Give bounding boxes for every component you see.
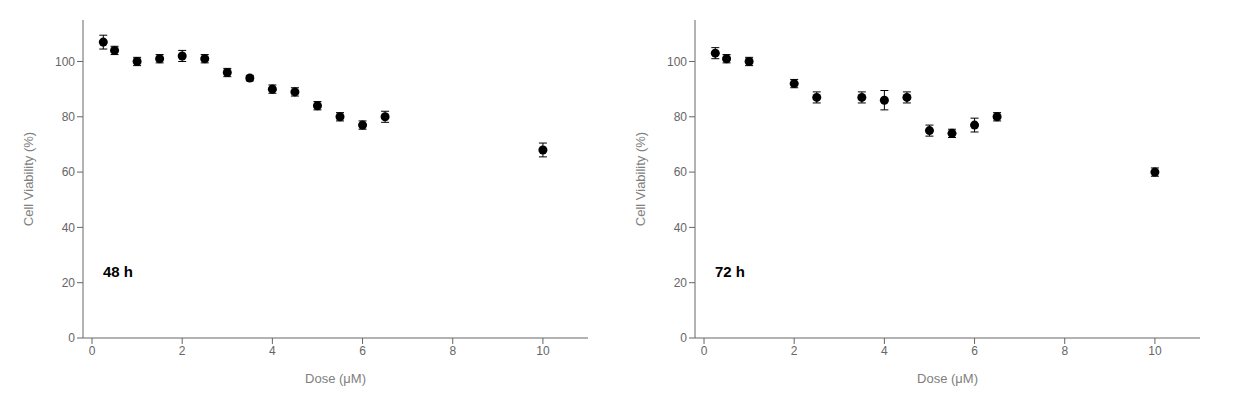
svg-text:6: 6 (359, 344, 366, 358)
svg-text:Dose (μM): Dose (μM) (917, 371, 978, 386)
svg-text:20: 20 (674, 276, 688, 290)
svg-text:8: 8 (449, 344, 456, 358)
svg-text:2: 2 (791, 344, 798, 358)
svg-text:100: 100 (667, 55, 687, 69)
svg-text:0: 0 (89, 344, 96, 358)
svg-text:Dose (μM): Dose (μM) (305, 371, 366, 386)
html-text:72 h: 72 h (715, 263, 745, 280)
svg-text:80: 80 (674, 110, 688, 124)
svg-text:4: 4 (881, 344, 888, 358)
svg-text:40: 40 (62, 221, 76, 235)
svg-text:6: 6 (971, 344, 978, 358)
svg-text:0: 0 (680, 331, 687, 345)
svg-text:Cell Viability (%): Cell Viability (%) (633, 132, 648, 226)
svg-text:60: 60 (674, 165, 688, 179)
html-text:48 h: 48 h (103, 263, 133, 280)
svg-text:20: 20 (62, 276, 76, 290)
svg-text:10: 10 (1148, 344, 1162, 358)
svg-text:4: 4 (269, 344, 276, 358)
svg-text:0: 0 (68, 331, 75, 345)
svg-text:Cell Viability (%): Cell Viability (%) (21, 132, 36, 226)
svg-text:10: 10 (536, 344, 550, 358)
svg-text:8: 8 (1061, 344, 1068, 358)
svg-text:0: 0 (701, 344, 708, 358)
svg-text:80: 80 (62, 110, 76, 124)
svg-text:60: 60 (62, 165, 76, 179)
svg-text:100: 100 (55, 55, 75, 69)
svg-text:2: 2 (179, 344, 186, 358)
svg-text:40: 40 (674, 221, 688, 235)
